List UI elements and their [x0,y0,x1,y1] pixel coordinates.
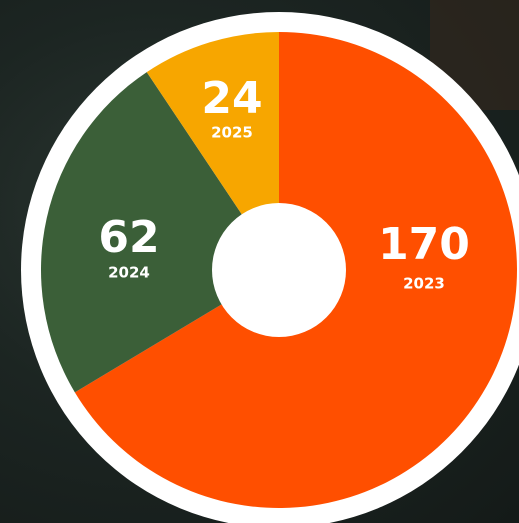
center-hole [212,203,346,337]
screen: 170 2023 622024 242025 [0,0,519,523]
value-label: 62 [98,212,159,263]
category-label: 2025 [211,124,253,142]
category-label: 2024 [108,264,150,282]
value-label: 170 [378,219,470,270]
chart: 170 2023 622024 242025 [0,0,519,523]
value-label: 24 [201,73,262,124]
category-label: 2023 [403,275,445,293]
